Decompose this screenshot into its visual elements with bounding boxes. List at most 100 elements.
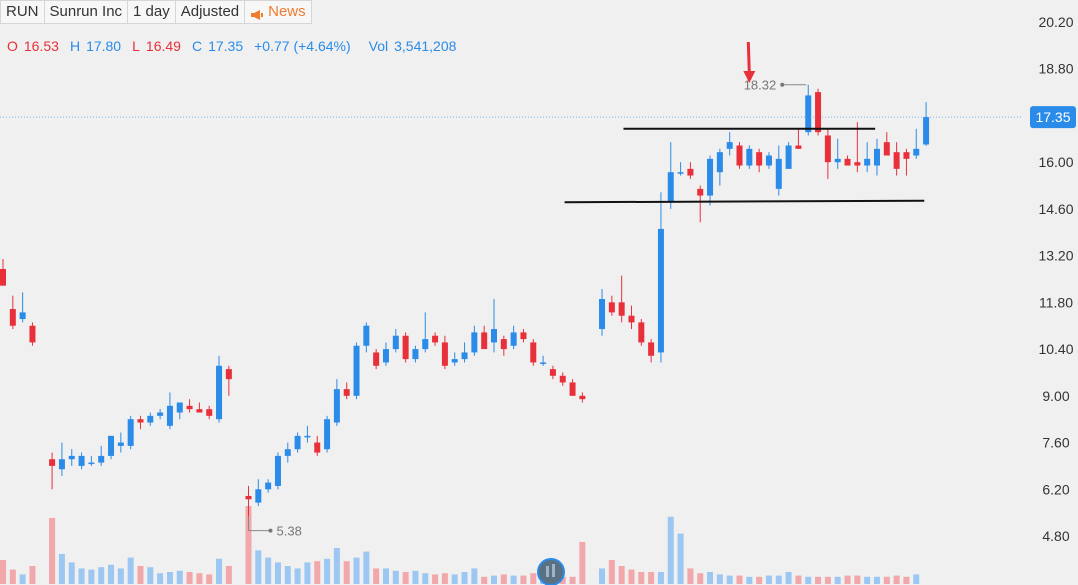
news-label: News [268,3,306,20]
candle [707,155,714,206]
candle [756,148,763,173]
volume-bar [58,554,65,584]
candle [893,142,900,176]
volume-bar [510,575,517,584]
volume-bar [206,574,213,584]
volume-bar [147,567,154,584]
volume-bar [520,575,527,584]
candle [628,305,635,330]
volume-bar [775,575,782,584]
candle [314,435,321,456]
volume-bar [628,569,635,584]
volume-bar [913,574,920,584]
volume-bars [0,506,920,584]
volume-bar [314,561,321,584]
volume-bar [373,568,380,584]
volume-bar [834,576,841,584]
candle [274,452,281,490]
candle [166,392,173,430]
volume-bar [873,576,880,584]
candle [824,128,831,179]
volume-bar [78,568,85,584]
volume-bar [137,566,144,584]
volume-bar [353,557,360,584]
candle [451,352,458,366]
company-name[interactable]: Sunrun Inc [43,0,129,24]
price-tick-label: 4.80 [1042,528,1069,544]
candle [402,332,409,363]
candle [0,258,6,286]
volume-bar [176,570,183,584]
candle [697,185,704,223]
candle [382,342,389,366]
candle [68,449,75,466]
interval-button[interactable]: 1 day [127,0,176,24]
candle [29,322,36,346]
candle [500,335,507,356]
candle [923,102,930,146]
candle [775,145,782,196]
price-tick-label: 11.80 [1039,294,1073,310]
candle [422,312,429,353]
candle [58,442,65,476]
symbol-button[interactable]: RUN [0,0,45,24]
volume-bar [294,568,301,584]
volume-bar [854,575,861,584]
candle [746,145,753,169]
high-value: 17.80 [86,38,122,54]
svg-text:17.35: 17.35 [1035,109,1070,125]
volume-bar [481,576,488,584]
volume-bar [500,574,507,584]
candle [657,192,664,363]
candle [667,142,674,209]
volume-bar [451,574,458,584]
volume-bar [196,573,203,584]
volume-bar [441,573,448,584]
candle [854,122,861,173]
news-button[interactable]: News [244,0,312,24]
volume-bar [265,557,272,584]
candle [461,342,468,363]
volume-bar [255,550,262,584]
candle [343,382,350,400]
volume-bar [186,572,193,584]
candle [510,325,517,350]
candle [795,128,802,149]
volume-bar [363,551,370,584]
adjustment-button[interactable]: Adjusted [174,0,246,24]
candle [304,425,311,443]
candle [176,402,183,420]
candle [903,148,910,176]
volume-bar [343,561,350,584]
chart-logo[interactable] [537,558,565,585]
volume-bar [225,566,232,584]
volume-bar [687,568,694,584]
candle [520,329,527,343]
candle [78,452,85,470]
price-tick-label: 18.80 [1038,61,1073,77]
volume-bar [216,558,223,584]
candle [9,295,16,330]
candle [815,88,822,136]
volume-bar [0,560,6,584]
volume-bar [608,560,615,584]
trendline[interactable] [564,199,925,204]
candle [873,138,880,176]
close-value: 17.35 [208,38,244,54]
volume-bar [402,572,409,584]
candle [549,365,556,380]
volume-bar [98,567,105,584]
volume-bar [324,558,331,584]
volume-bar [382,568,389,584]
candle [569,379,576,396]
candle [353,342,360,400]
volume-label: Vol [368,38,389,54]
candle [726,132,733,156]
candle [255,479,262,506]
candle [599,289,606,336]
volume-bar [29,566,36,584]
candle [294,432,301,453]
price-tick-label: 6.20 [1042,481,1069,497]
volume-bar [117,568,124,584]
